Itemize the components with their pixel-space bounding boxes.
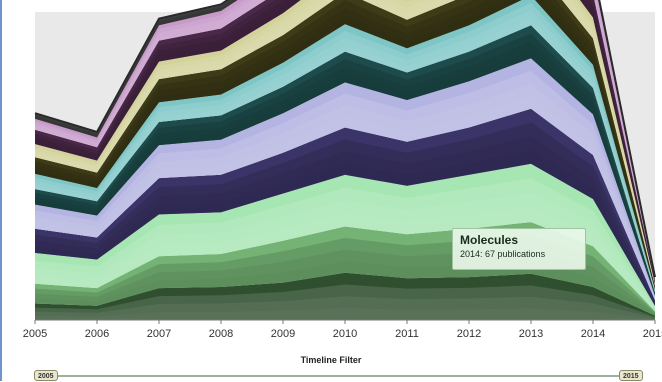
area-layer-9[interactable] <box>35 0 655 286</box>
x-tick-label-2005: 2005 <box>23 328 47 340</box>
tooltip-series-name: Molecules <box>460 233 519 247</box>
frame-left-border <box>0 0 2 381</box>
x-tick-label-2008: 2008 <box>209 328 233 340</box>
area-layer-1[interactable] <box>35 272 655 320</box>
x-tick-label-2011: 2011 <box>395 328 419 340</box>
top-outline <box>34 0 656 278</box>
area-layer-5-shade-3 <box>35 70 655 301</box>
area-layer-9-shade-3 <box>35 0 655 286</box>
timeline-start-handle[interactable]: 2005 <box>34 370 58 381</box>
area-layer-1-shade-3 <box>35 284 655 320</box>
x-tick-label-2012: 2012 <box>457 328 481 340</box>
x-tick-label-2010: 2010 <box>333 328 357 340</box>
x-tick-label-2013: 2013 <box>519 328 543 340</box>
tooltip-value-text: 2014: 67 publications <box>460 249 546 259</box>
area-layer-5-shade-2 <box>35 83 655 301</box>
x-tick-label-2007: 2007 <box>147 328 171 340</box>
x-axis-ticks: 2005 2006 2007 2008 2009 2010 2011 2012 2013 2014… <box>23 320 662 340</box>
area-layer-5[interactable] <box>35 58 655 301</box>
x-tick-label-2014: 2014 <box>581 328 605 340</box>
area-layer-3[interactable] <box>35 163 655 312</box>
area-layer-2-shade-1 <box>35 260 655 316</box>
area-layer-1-shade-2 <box>35 296 655 320</box>
x-tick-label-2009: 2009 <box>271 328 295 340</box>
x-tick-label-2015: 2015 <box>643 328 662 340</box>
x-tick-label-2006: 2006 <box>85 328 109 340</box>
area-layer-3-shade-2 <box>35 192 655 312</box>
timeline-filter-title: Timeline Filter <box>300 355 362 365</box>
area-layer-1-shade-1 <box>35 308 655 320</box>
timeline-range-track[interactable] <box>40 375 624 377</box>
area-layer-4[interactable] <box>35 108 655 306</box>
area-layer-4-shade-2 <box>35 136 655 306</box>
area-layer-4-shade-3 <box>35 122 655 306</box>
area-layer-6[interactable] <box>35 25 655 296</box>
area-layer-9-shade-2 <box>35 0 655 286</box>
data-tooltip: Molecules 2014: 67 publications <box>452 228 586 270</box>
area-layer-3-shade-3 <box>35 178 655 312</box>
timeline-end-handle[interactable]: 2015 <box>619 370 643 381</box>
area-layer-9-shade-1 <box>35 0 655 286</box>
